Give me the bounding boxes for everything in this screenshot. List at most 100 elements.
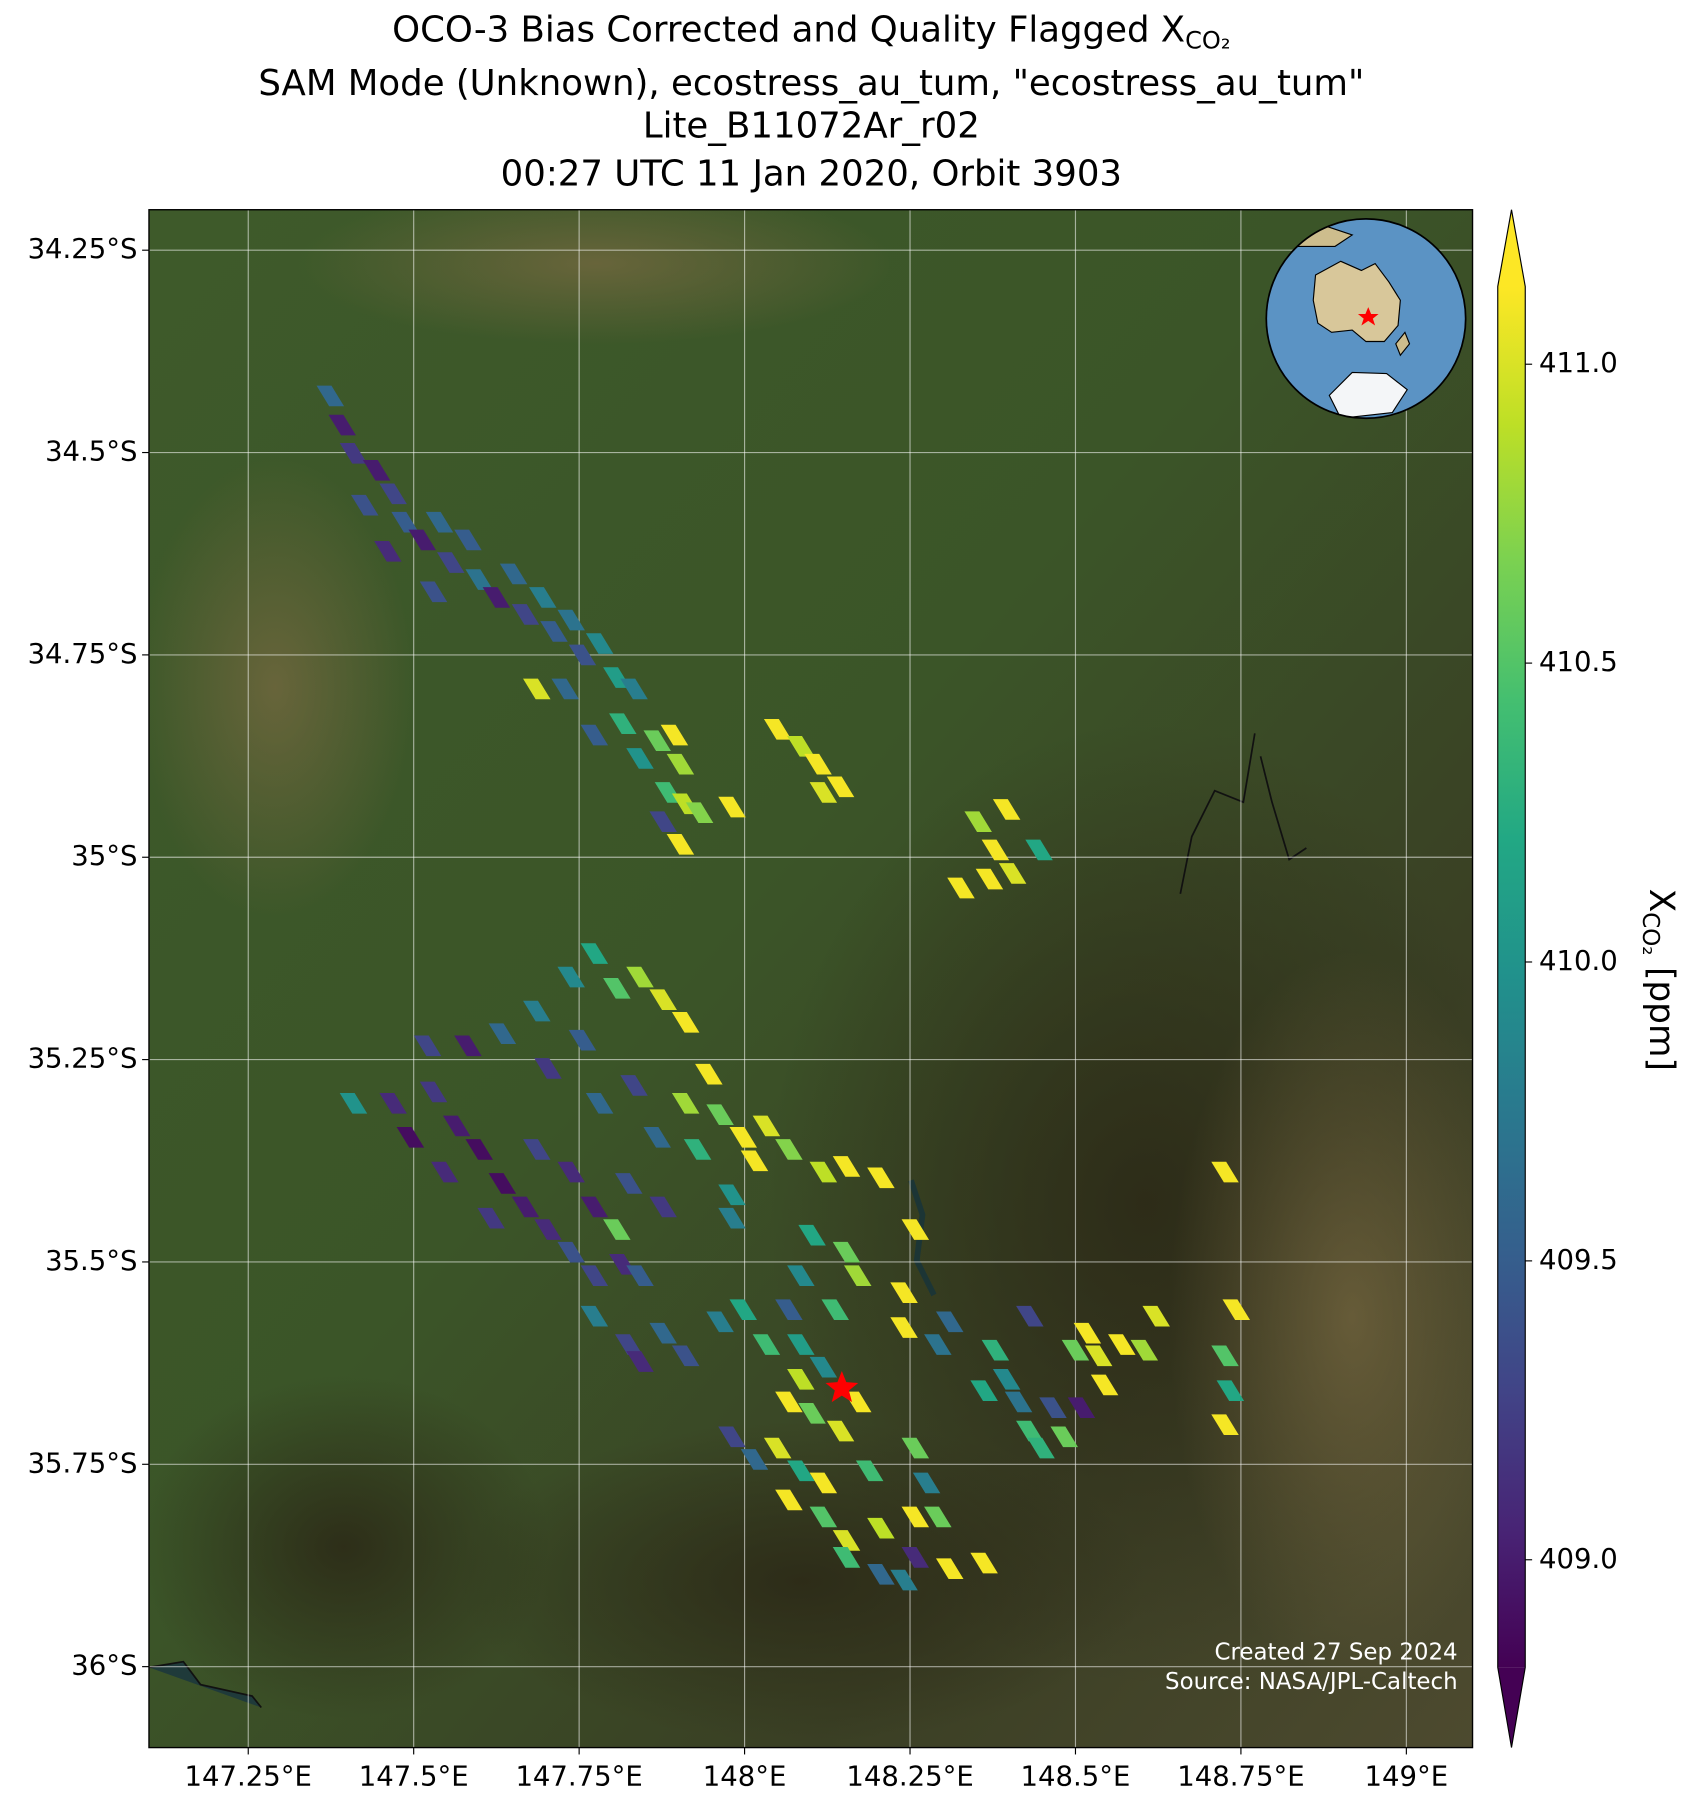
x-tick-label: 147.75°E <box>515 1760 642 1792</box>
sounding <box>511 604 540 625</box>
sounding <box>1050 1426 1078 1448</box>
sounding <box>809 1472 838 1494</box>
sounding <box>580 1305 609 1327</box>
sounding <box>465 1139 493 1160</box>
sounding <box>580 943 609 964</box>
sounding <box>643 1126 671 1148</box>
sounding <box>787 1368 815 1390</box>
colorbar-extend-max <box>1497 209 1526 287</box>
sounding <box>523 1139 551 1160</box>
sounding <box>666 753 695 775</box>
sounding <box>901 1547 930 1568</box>
sounding <box>499 563 528 585</box>
sounding <box>1061 1339 1090 1361</box>
x-tick-label: 147.25°E <box>185 1760 312 1792</box>
sounding <box>626 1351 654 1372</box>
colorbar-tick-label: 411.0 <box>1539 347 1618 379</box>
sounding <box>379 1092 407 1114</box>
sounding <box>585 1092 614 1114</box>
map-frame <box>148 209 1474 1749</box>
globe-site <box>1357 307 1379 326</box>
sounding <box>649 811 677 832</box>
sounding <box>752 1334 781 1355</box>
sounding <box>671 1345 700 1367</box>
sounding <box>718 1207 746 1229</box>
sounding <box>821 1299 849 1321</box>
title-line-4: 00:27 UTC 11 Jan 2020, Orbit 3903 <box>501 154 1122 195</box>
sounding <box>396 1126 425 1148</box>
colorbar-outline <box>1497 209 1526 1748</box>
sounding <box>809 782 838 803</box>
sounding <box>763 719 792 740</box>
sounding <box>374 540 402 562</box>
sounding <box>924 1506 952 1528</box>
sounding <box>477 1207 505 1229</box>
sounding <box>454 529 482 551</box>
sounding <box>992 1368 1021 1390</box>
y-tick-label: 35.25°S <box>28 1043 138 1075</box>
sounding <box>557 609 585 631</box>
sounding <box>947 877 975 899</box>
title-line-2: SAM Mode (Unknown), ecostress_au_tum, "e… <box>258 63 1364 104</box>
sounding <box>362 460 391 481</box>
sounding <box>534 1058 562 1079</box>
sounding <box>924 1334 952 1355</box>
sounding <box>964 811 992 832</box>
x-tick-label: 148.75°E <box>1177 1760 1304 1792</box>
sounding <box>970 1552 998 1574</box>
sounding <box>391 511 419 533</box>
sounding <box>718 1184 746 1206</box>
sounding <box>1067 1397 1096 1418</box>
sounding <box>867 1167 895 1189</box>
dry-land <box>1168 951 1473 1685</box>
y-tick-label: 35°S <box>71 840 137 872</box>
sounding <box>671 1092 700 1114</box>
sounding <box>1027 1437 1055 1459</box>
sounding <box>832 1156 861 1177</box>
sounding <box>975 868 1004 890</box>
sounding <box>557 1161 585 1183</box>
sounding <box>671 1012 700 1033</box>
sounding <box>809 1161 838 1183</box>
sounding <box>1090 1374 1119 1396</box>
coastline <box>1179 733 1307 895</box>
sounding <box>454 1035 482 1057</box>
sounding <box>718 1426 746 1448</box>
sounding <box>890 1569 918 1591</box>
sounding <box>890 1317 918 1338</box>
sounding <box>901 1219 930 1240</box>
antarctica <box>1328 371 1408 419</box>
x-tick-label: 149°E <box>1365 1760 1449 1792</box>
sounding <box>626 1265 654 1287</box>
soundings <box>316 385 1251 1591</box>
y-tick-label: 34.25°S <box>28 233 138 265</box>
sounding <box>557 966 585 988</box>
sounding <box>523 1000 551 1022</box>
title-text: OCO-3 Bias Corrected and Quality Flagged… <box>392 9 1185 50</box>
sounding <box>787 1460 815 1482</box>
sounding <box>649 1196 677 1218</box>
globe-outline <box>1265 218 1467 420</box>
sounding <box>729 1126 758 1148</box>
sounding <box>826 1420 855 1442</box>
sounding <box>1130 1339 1159 1361</box>
sounding <box>666 833 695 855</box>
sounding <box>867 1517 895 1539</box>
globe-inset <box>1265 218 1467 420</box>
sounding <box>809 1506 838 1528</box>
site <box>825 1371 859 1403</box>
sounding <box>775 1299 803 1321</box>
sounding <box>620 1075 648 1096</box>
sounding <box>706 1104 734 1125</box>
sounding <box>436 552 465 573</box>
sounding <box>580 1265 609 1287</box>
sounding <box>826 776 855 798</box>
sounding <box>855 1460 884 1482</box>
sounding <box>1016 1305 1044 1327</box>
sounding <box>935 1558 964 1580</box>
sounding <box>511 1196 540 1218</box>
sounding <box>609 713 637 735</box>
sounding <box>706 1311 734 1333</box>
sounding <box>523 678 551 700</box>
sounding <box>901 1506 930 1528</box>
